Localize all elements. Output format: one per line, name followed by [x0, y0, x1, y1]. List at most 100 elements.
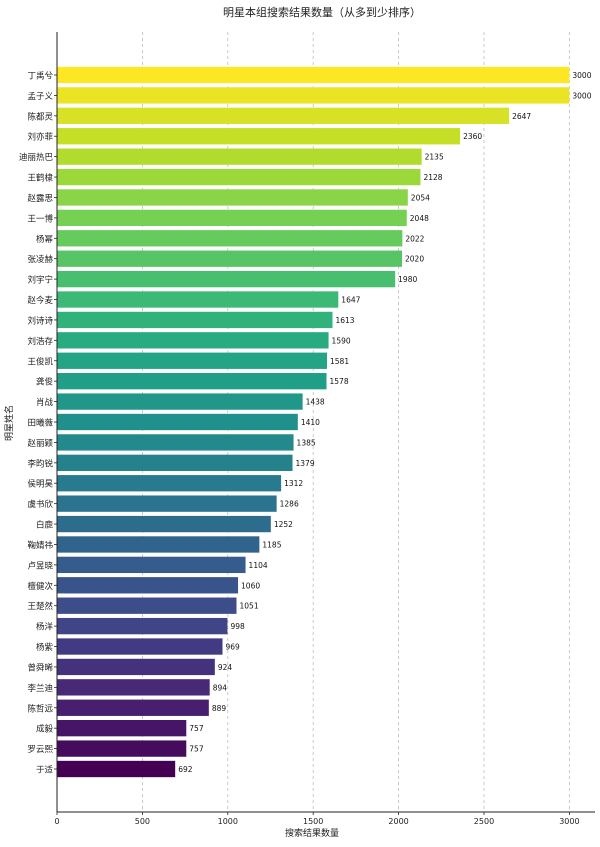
y-tick-label: 陈哲远 — [27, 703, 53, 714]
bar-value-label: 1613 — [335, 316, 354, 325]
bar-value-label: 2054 — [411, 193, 430, 202]
bar — [57, 373, 327, 390]
bar-value-label: 1312 — [284, 479, 303, 488]
bar — [57, 128, 461, 145]
y-tick-label: 刘浩存 — [27, 336, 53, 347]
bars: 3000 3000 2647 2360 2135 2128 2054 2048 2022 2020… — [57, 66, 592, 778]
bar-value-label: 969 — [225, 643, 240, 652]
bar-value-label: 1252 — [274, 520, 293, 529]
bar-value-label: 2128 — [423, 173, 442, 182]
x-tick-label: 1000 — [218, 817, 238, 826]
bar-value-label: 894 — [213, 683, 228, 692]
bar-value-label: 998 — [230, 622, 245, 631]
y-tick-label: 孟子义 — [27, 91, 53, 102]
y-tick-label: 成毅 — [36, 724, 54, 735]
x-tick-label: 0 — [54, 817, 59, 826]
y-tick-label: 卢昱晓 — [27, 560, 53, 571]
bar — [57, 597, 237, 614]
bar — [57, 413, 298, 431]
bar-value-label: 2048 — [410, 214, 429, 223]
bar-value-label: 2020 — [405, 255, 424, 264]
bar-value-label: 2022 — [405, 234, 424, 243]
bar-value-label: 1379 — [296, 459, 315, 468]
y-tick-label: 李昀锐 — [27, 458, 53, 469]
x-axis-label: 搜索结果数量 — [285, 827, 339, 839]
y-tick-label: 赵露思 — [27, 193, 53, 204]
bar — [57, 87, 570, 104]
bar-value-label: 1578 — [330, 377, 349, 386]
bar — [57, 66, 570, 84]
y-tick-label: 王一博 — [27, 213, 53, 224]
bar-value-label: 1104 — [249, 561, 268, 570]
bar-value-label: 1438 — [306, 398, 325, 407]
y-tick-label: 田曦薇 — [27, 418, 53, 429]
bar — [57, 760, 176, 778]
bar — [57, 332, 329, 349]
bar — [57, 740, 187, 757]
y-tick-label: 于适 — [36, 765, 54, 776]
bar-value-label: 889 — [212, 704, 227, 713]
bar-value-label: 692 — [178, 765, 193, 774]
bar — [57, 658, 215, 676]
y-tick-label: 刘亦菲 — [27, 132, 53, 143]
y-tick-label: 虞书欣 — [27, 499, 53, 510]
y-axis-label: 明星姓名 — [3, 405, 15, 441]
bar — [57, 556, 246, 574]
y-tick-label: 罗云熙 — [27, 745, 53, 755]
y-tick-label: 侯明昊 — [27, 480, 53, 490]
y-tick-label: 杨洋 — [36, 622, 54, 633]
bar — [57, 699, 209, 716]
y-tick-label: 王鹤棣 — [27, 173, 53, 184]
y-tick-label: 鞠婧祎 — [27, 540, 53, 551]
bar — [57, 168, 421, 186]
bar — [57, 536, 260, 553]
bar — [57, 189, 408, 206]
bar-value-label: 3000 — [572, 91, 591, 100]
y-tick-label: 王俊凯 — [27, 356, 53, 367]
y-tick-label: 檀健次 — [27, 581, 53, 592]
bar-value-label: 1410 — [301, 418, 320, 427]
y-tick-label: 杨幂 — [36, 234, 54, 245]
y-tick-label: 杨紫 — [36, 642, 54, 653]
x-tick-label: 2000 — [388, 817, 408, 826]
bar-value-label: 1060 — [241, 581, 260, 590]
bar-value-label: 1286 — [280, 500, 299, 509]
bar-value-label: 1581 — [330, 357, 349, 366]
y-tick-label: 张凌赫 — [27, 254, 53, 265]
y-tick-label: 刘宇宁 — [27, 275, 53, 286]
bar-value-label: 757 — [189, 745, 204, 754]
y-tick-label: 白鹿 — [36, 520, 54, 531]
bar-value-label: 2135 — [425, 153, 444, 162]
x-tick-label: 2500 — [474, 817, 494, 826]
y-tick-label: 陈都灵 — [27, 111, 53, 122]
bar — [57, 454, 293, 471]
bar — [57, 434, 294, 451]
y-tick-label: 龚俊 — [36, 377, 54, 388]
x-tick-label: 1500 — [303, 817, 323, 826]
y-tick-label: 赵丽颖 — [27, 438, 53, 449]
bar-value-label: 924 — [218, 663, 233, 672]
bar — [57, 148, 422, 165]
bar — [57, 250, 403, 267]
y-tick-label: 赵今麦 — [27, 295, 53, 306]
bar-value-label: 1385 — [297, 438, 316, 447]
y-tick-label: 丁禹兮 — [27, 71, 53, 82]
bar — [57, 617, 228, 635]
bar-value-label: 1051 — [240, 602, 259, 611]
bar — [57, 638, 223, 655]
bar-value-label: 1647 — [341, 296, 360, 305]
y-tick-label: 曾舜晞 — [27, 662, 53, 673]
y-tick-label: 王楚然 — [27, 601, 53, 612]
bar-value-label: 2647 — [512, 112, 531, 121]
bar — [57, 230, 403, 247]
bar — [57, 270, 396, 288]
bar-value-label: 1590 — [332, 336, 351, 345]
axes: 丁禹兮孟子义陈都灵刘亦菲迪丽热巴王鹤棣赵露思王一博杨幂张凌赫刘宇宁赵今麦刘诗诗刘… — [19, 32, 595, 826]
bar-value-label: 3000 — [572, 71, 591, 80]
y-tick-label: 肖战 — [36, 397, 54, 408]
bar — [57, 679, 210, 696]
bar-value-label: 2360 — [463, 132, 482, 141]
bar — [57, 352, 328, 369]
